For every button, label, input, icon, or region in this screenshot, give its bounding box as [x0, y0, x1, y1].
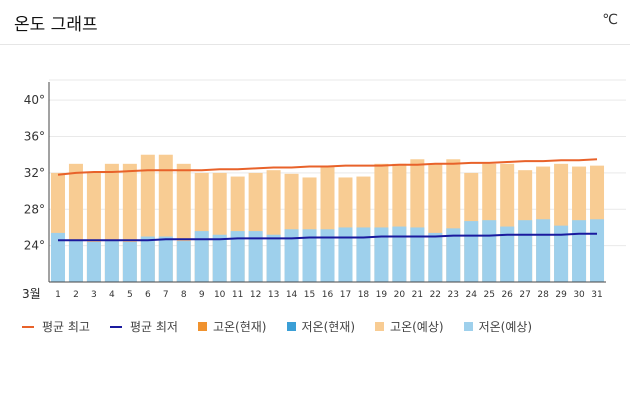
x-tick-label: 31 — [591, 290, 602, 300]
x-tick-label: 11 — [232, 290, 243, 300]
bar-low-forecast — [374, 227, 389, 282]
legend-item-low-forecast[interactable]: 저온(예상) — [463, 318, 533, 335]
bar-low-forecast — [428, 232, 443, 282]
bar-low-forecast — [176, 241, 191, 282]
x-tick-label: 26 — [501, 290, 513, 300]
legend-low-forecast-label: 저온(예상) — [478, 320, 533, 334]
y-tick-label: 32° — [24, 166, 45, 180]
x-tick-label: 2 — [73, 290, 79, 300]
x-tick-label: 15 — [304, 290, 315, 300]
bar-low-forecast — [536, 219, 551, 282]
x-axis-label: 3월 — [22, 287, 41, 301]
x-tick-label: 12 — [250, 290, 261, 300]
x-tick-label: 1 — [55, 290, 61, 300]
x-tick-label: 29 — [555, 290, 567, 300]
x-tick-label: 10 — [214, 290, 226, 300]
x-tick-label: 30 — [573, 290, 585, 300]
x-tick-label: 8 — [181, 290, 187, 300]
x-tick-label: 20 — [394, 290, 406, 300]
bar-low-forecast — [122, 242, 137, 282]
x-tick-label: 6 — [145, 290, 151, 300]
y-tick-label: 36° — [24, 130, 45, 144]
chart-legend: 평균 최고 평균 최저 고온(현재) 저온(현재) 고온(예상) 저온(예상) — [22, 318, 552, 335]
page-title: 온도 그래프 — [14, 15, 98, 35]
legend-low-current-label: 저온(현재) — [301, 320, 356, 334]
bar-low-forecast — [194, 231, 209, 282]
y-tick-label: 28° — [24, 202, 45, 216]
bar-low-forecast — [410, 227, 425, 282]
legend-item-high-current[interactable]: 고온(현재) — [197, 318, 267, 335]
x-tick-label: 24 — [466, 290, 478, 300]
x-tick-label: 23 — [448, 290, 459, 300]
x-tick-label: 21 — [412, 290, 423, 300]
legend-item-high-forecast[interactable]: 고온(예상) — [375, 318, 444, 335]
avg-min-line — [58, 232, 597, 242]
bar-low-forecast — [68, 241, 83, 282]
bar-low-forecast — [392, 226, 407, 282]
bar-low-forecast — [50, 232, 65, 282]
legend-item-avg-min[interactable]: 평균 최저 — [109, 318, 178, 335]
x-tick-label: 27 — [519, 290, 530, 300]
legend-high-current-label: 고온(현재) — [212, 320, 267, 334]
x-tick-label: 19 — [376, 290, 388, 300]
bar-low-forecast — [212, 234, 227, 282]
x-tick-label: 18 — [358, 290, 370, 300]
bar-low-forecast — [446, 228, 461, 282]
legend-item-avg-max[interactable]: 평균 최고 — [22, 318, 90, 335]
bar-low-forecast — [284, 229, 299, 282]
bar-low-forecast — [302, 229, 317, 282]
x-tick-label: 16 — [322, 290, 334, 300]
bar-low-forecast — [320, 229, 335, 282]
legend-low-current-swatch — [286, 322, 296, 331]
bar-low-forecast — [338, 227, 353, 282]
avg-max-line — [57, 158, 598, 176]
legend-low-forecast-swatch — [463, 322, 473, 331]
legend-avg-max-label: 평균 최고 — [42, 320, 90, 334]
bar-low-forecast — [356, 227, 371, 282]
x-tick-label: 14 — [286, 290, 298, 300]
bar-low-forecast — [518, 220, 533, 282]
x-tick-label: 9 — [199, 290, 205, 300]
bar-low-forecast — [464, 221, 479, 282]
y-tick-label: 40° — [24, 93, 45, 107]
bar-low-forecast — [554, 225, 569, 282]
bar-low-forecast — [482, 220, 497, 282]
legend-high-current-swatch — [197, 322, 207, 331]
legend-high-forecast-label: 고온(예상) — [390, 320, 444, 334]
bar-low-forecast — [86, 242, 101, 282]
bar-low-forecast — [266, 234, 281, 282]
x-tick-label: 5 — [127, 290, 133, 300]
bar-low-forecast — [140, 236, 155, 282]
y-tick-label: 24° — [24, 239, 45, 253]
legend-avg-min-swatch — [109, 325, 122, 328]
legend-avg-min-label: 평균 최저 — [129, 320, 178, 334]
x-tick-label: 28 — [537, 290, 549, 300]
bar-low-forecast — [158, 236, 173, 282]
bar-low-forecast — [572, 220, 587, 282]
x-tick-label: 13 — [268, 290, 279, 300]
x-tick-label: 3 — [91, 290, 97, 300]
bar-low-forecast — [590, 219, 605, 282]
x-tick-label: 7 — [163, 290, 169, 300]
legend-avg-max-swatch — [22, 325, 34, 328]
bar-low-forecast — [104, 241, 119, 282]
legend-item-low-current[interactable]: 저온(현재) — [286, 318, 356, 335]
header-divider — [0, 44, 630, 45]
x-tick-label: 4 — [109, 290, 115, 300]
x-tick-label: 17 — [340, 290, 351, 300]
bar-low-forecast — [230, 231, 245, 282]
x-tick-label: 22 — [430, 290, 441, 300]
unit-toggle-button[interactable]: ℃ — [602, 12, 618, 28]
bar-low-forecast — [248, 231, 263, 282]
legend-high-forecast-swatch — [375, 322, 385, 331]
bar-low-forecast — [500, 226, 515, 282]
x-tick-label: 25 — [483, 290, 494, 300]
